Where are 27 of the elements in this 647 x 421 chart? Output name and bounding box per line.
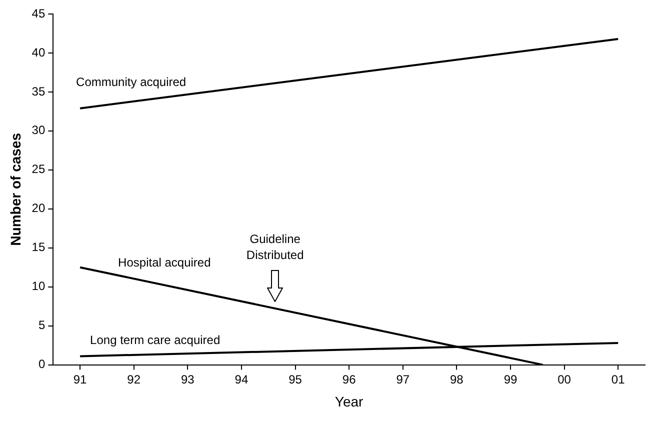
x-tick-label: 96: [342, 372, 356, 386]
y-tick-label: 10: [32, 279, 46, 294]
y-tick-label: 20: [32, 201, 46, 216]
y-tick-label: 30: [32, 123, 46, 138]
x-tick-label: 95: [288, 372, 302, 386]
x-tick-label: 01: [611, 372, 626, 386]
x-tick-label: 92: [127, 372, 141, 386]
x-tick-label: 93: [180, 372, 195, 386]
y-tick-label: 35: [32, 84, 46, 98]
y-tick-label: 25: [32, 162, 46, 176]
x-tick-label: 94: [234, 372, 248, 386]
y-tick-label: 0: [38, 357, 46, 372]
y-tick-label: 40: [32, 45, 46, 60]
y-tick-label: 15: [32, 240, 46, 254]
annotation: Guideline Distributed: [246, 232, 304, 262]
x-tick-label: 00: [558, 372, 572, 386]
x-axis-title: Year: [334, 393, 364, 410]
y-tick-label: 45: [32, 6, 46, 20]
y-tick-label: 5: [38, 318, 46, 332]
x-tick-label: 98: [450, 372, 464, 386]
series-label: Long term care acquired: [90, 333, 220, 348]
y-axis-title: Number of cases: [7, 132, 24, 246]
series-label: Hospital acquired: [118, 256, 211, 270]
x-tick-label: 99: [504, 372, 518, 386]
x-tick-label: 97: [396, 372, 410, 386]
x-tick-label: 91: [73, 372, 88, 386]
series-label: Community acquired: [76, 74, 186, 89]
